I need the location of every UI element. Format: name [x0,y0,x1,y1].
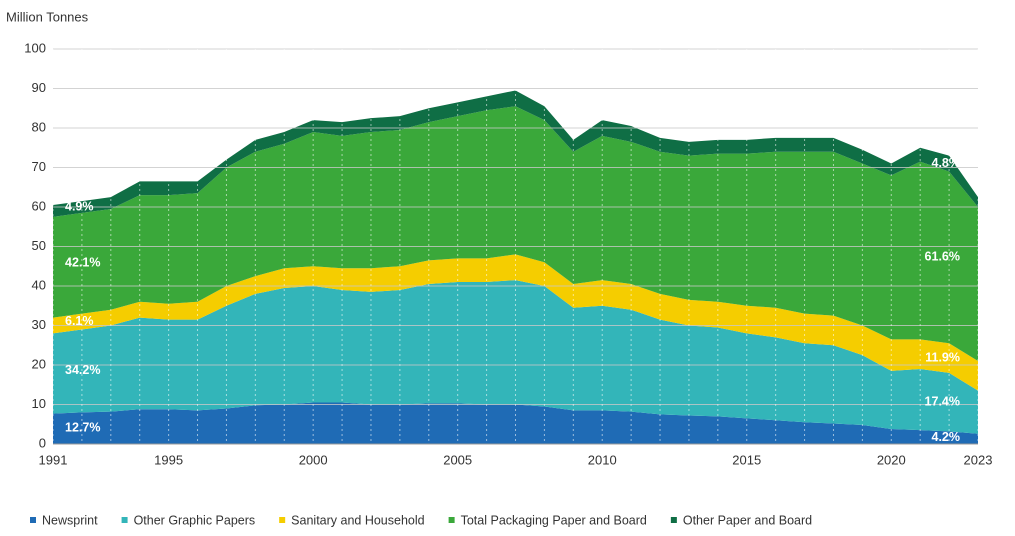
y-tick-label: 90 [32,80,46,95]
x-tick-label: 2023 [964,452,993,467]
y-tick-label: 0 [39,435,46,450]
annotation: 61.6% [925,250,960,264]
legend-swatch [670,517,677,523]
legend-swatch [448,517,455,523]
y-axis-label: Million Tonnes [6,9,89,24]
legend-swatch [121,517,128,523]
y-tick-label: 20 [32,356,46,371]
x-tick-label: 2010 [588,452,617,467]
x-tick-label: 2000 [299,452,328,467]
annotation: 4.8% [932,156,961,170]
x-tick-label: 2005 [443,452,472,467]
y-tick-label: 70 [32,159,46,174]
y-tick-label: 40 [32,277,46,292]
annotation: 4.9% [65,199,94,213]
annotation: 42.1% [65,256,100,270]
legend-swatch [279,517,286,523]
annotation: 11.9% [925,350,960,364]
legend-swatch [30,517,36,523]
x-tick-label: 1995 [154,452,183,467]
area [53,402,978,444]
x-tick-label: 2015 [732,452,761,467]
y-tick-label: 60 [32,198,46,213]
area [53,254,978,391]
y-tick-label: 100 [24,40,46,55]
annotation: 34.2% [65,363,100,377]
x-tick-label: 2020 [877,452,906,467]
annotation: 17.4% [925,394,960,408]
y-tick-label: 30 [32,317,46,332]
area [53,90,978,217]
y-tick-label: 50 [32,238,46,253]
legend-label: Total Packaging Paper and Board [461,513,647,527]
legend-label: Other Graphic Papers [134,513,256,527]
y-tick-label: 80 [32,119,46,134]
annotation: 6.1% [65,314,94,328]
annotation: 4.2% [932,430,961,444]
y-tick-label: 10 [32,396,46,411]
legend-label: Other Paper and Board [683,513,812,527]
annotation: 12.7% [65,420,100,434]
x-tick-label: 1991 [39,452,68,467]
legend-label: Newsprint [42,513,98,527]
legend-label: Sanitary and Household [291,513,424,527]
legend: Newsprint Other Graphic Papers Sanitary an… [30,513,812,527]
